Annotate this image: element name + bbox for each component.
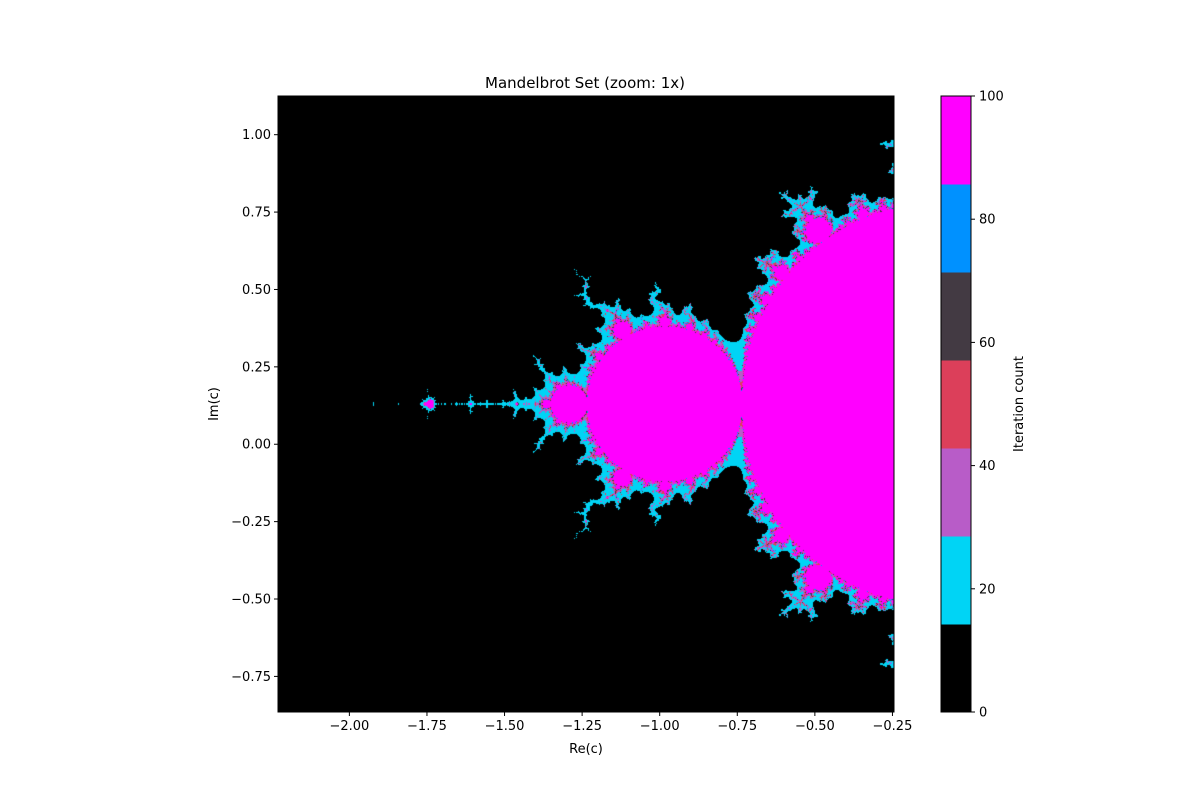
- colorbar-segment: [941, 360, 971, 449]
- x-axis-label: Re(c): [569, 742, 603, 757]
- mandelbrot-heatmap: [278, 96, 894, 712]
- colorbar-segments: [941, 96, 971, 713]
- x-tick-label: −0.50: [795, 719, 835, 734]
- x-tick-label: −0.25: [873, 719, 913, 734]
- y-tick-label: 0.50: [242, 283, 271, 298]
- colorbar-tick-label: 100: [979, 90, 1004, 105]
- plot-frame: [277, 95, 895, 713]
- y-tick-label: −0.50: [231, 593, 271, 608]
- colorbar-segment: [941, 448, 971, 537]
- colorbar-tick-label: 0: [979, 706, 987, 721]
- colorbar-tick-label: 20: [979, 582, 996, 597]
- y-axis-ticks: 1.00 0.75 0.50 0.25 0.00 −0.25 −0.50 −0.75: [231, 128, 278, 685]
- colorbar-segment: [941, 184, 971, 273]
- y-tick-label: 0.25: [242, 360, 271, 375]
- y-tick-label: 1.00: [242, 128, 271, 143]
- x-tick-label: −0.75: [717, 719, 757, 734]
- y-tick-label: −0.25: [231, 515, 271, 530]
- colorbar-segment: [941, 272, 971, 361]
- colorbar-ticks: 0 20 40 60 80 100: [971, 90, 1004, 721]
- chart-title: Mandelbrot Set (zoom: 1x): [485, 74, 685, 92]
- colorbar-segment: [941, 96, 971, 185]
- colorbar-label: Iteration count: [1012, 356, 1027, 452]
- y-tick-label: 0.00: [242, 438, 271, 453]
- x-tick-label: −1.00: [640, 719, 680, 734]
- colorbar-segment: [941, 624, 971, 713]
- colorbar-tick-label: 60: [979, 336, 996, 351]
- y-tick-label: −0.75: [231, 670, 271, 685]
- x-tick-label: −2.00: [329, 719, 369, 734]
- colorbar: 0 20 40 60 80 100 Iteration count: [940, 90, 1027, 721]
- colorbar-segment: [941, 536, 971, 625]
- x-axis-ticks: −2.00 −1.75 −1.50 −1.25 −1.00 −0.75 −0.50 −0.25: [329, 712, 912, 734]
- y-axis-label: Im(c): [207, 387, 222, 421]
- colorbar-tick-label: 40: [979, 459, 996, 474]
- colorbar-tick-label: 80: [979, 213, 996, 228]
- y-tick-label: 0.75: [242, 206, 271, 221]
- x-tick-label: −1.50: [485, 719, 525, 734]
- x-tick-label: −1.25: [562, 719, 602, 734]
- colorbar-frame: [940, 95, 972, 713]
- x-tick-label: −1.75: [407, 719, 447, 734]
- plot-area: [277, 95, 895, 713]
